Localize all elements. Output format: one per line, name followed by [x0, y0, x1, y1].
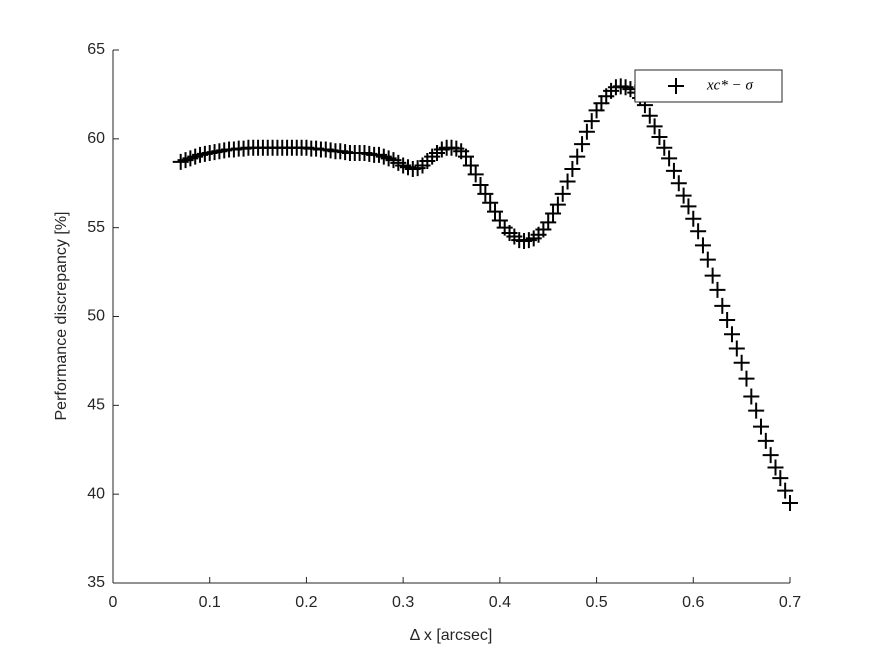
marker [646, 118, 663, 135]
marker [738, 370, 755, 387]
marker [559, 173, 576, 190]
x-tick-label: 0.7 [779, 594, 801, 611]
marker [545, 205, 562, 222]
marker [487, 203, 504, 220]
marker [733, 354, 750, 371]
x-axis-label: Δ x [arcsec] [410, 627, 493, 644]
marker [757, 432, 774, 449]
marker [743, 388, 760, 405]
marker [680, 198, 697, 215]
marker [578, 123, 595, 140]
legend-box [634, 69, 783, 103]
x-tick-label: 0.1 [199, 594, 221, 611]
marker [554, 185, 571, 202]
y-axis-label: Performance discrepancy [%] [53, 212, 70, 421]
marker [748, 402, 765, 419]
x-tick-label: 0.2 [295, 594, 317, 611]
marker [728, 340, 745, 357]
marker [709, 281, 726, 298]
marker [767, 459, 784, 476]
marker [690, 223, 707, 240]
marker [772, 470, 789, 487]
marker [665, 162, 682, 179]
marker [704, 267, 721, 284]
marker [661, 150, 678, 167]
marker [719, 312, 736, 329]
marker [782, 495, 798, 512]
marker [762, 447, 779, 464]
x-tick-label: 0 [109, 594, 118, 611]
marker [482, 194, 499, 211]
marker [685, 210, 702, 227]
y-tick-label: 45 [87, 397, 105, 414]
marker [564, 161, 581, 178]
y-tick-label: 50 [87, 308, 105, 325]
x-tick-label: 0.4 [489, 594, 511, 611]
marker [569, 148, 586, 165]
marker [699, 251, 716, 268]
marker [540, 214, 557, 231]
marker [472, 177, 489, 194]
marker [462, 157, 479, 174]
marker [670, 175, 687, 192]
marker [477, 185, 494, 202]
marker [641, 107, 658, 124]
marker [549, 196, 566, 213]
marker [723, 326, 740, 343]
y-tick-label: 40 [87, 485, 105, 502]
marker [574, 136, 591, 153]
x-tick-label: 0.6 [682, 594, 704, 611]
y-tick-label: 65 [87, 41, 105, 58]
legend-marker [668, 78, 684, 94]
marker [467, 166, 484, 183]
y-tick-label: 60 [87, 130, 105, 147]
y-tick-label: 55 [87, 219, 105, 236]
x-tick-label: 0.3 [392, 594, 414, 611]
marker [675, 187, 692, 204]
marker [458, 148, 475, 165]
marker [752, 418, 769, 435]
marker [656, 139, 673, 156]
x-tick-label: 0.5 [585, 594, 607, 611]
marker [714, 297, 731, 314]
marker [694, 237, 711, 254]
y-tick-label: 35 [87, 574, 105, 591]
legend-label: xc* − σ [706, 77, 753, 93]
marker [777, 482, 794, 499]
marker [651, 129, 668, 146]
marker [583, 113, 600, 130]
